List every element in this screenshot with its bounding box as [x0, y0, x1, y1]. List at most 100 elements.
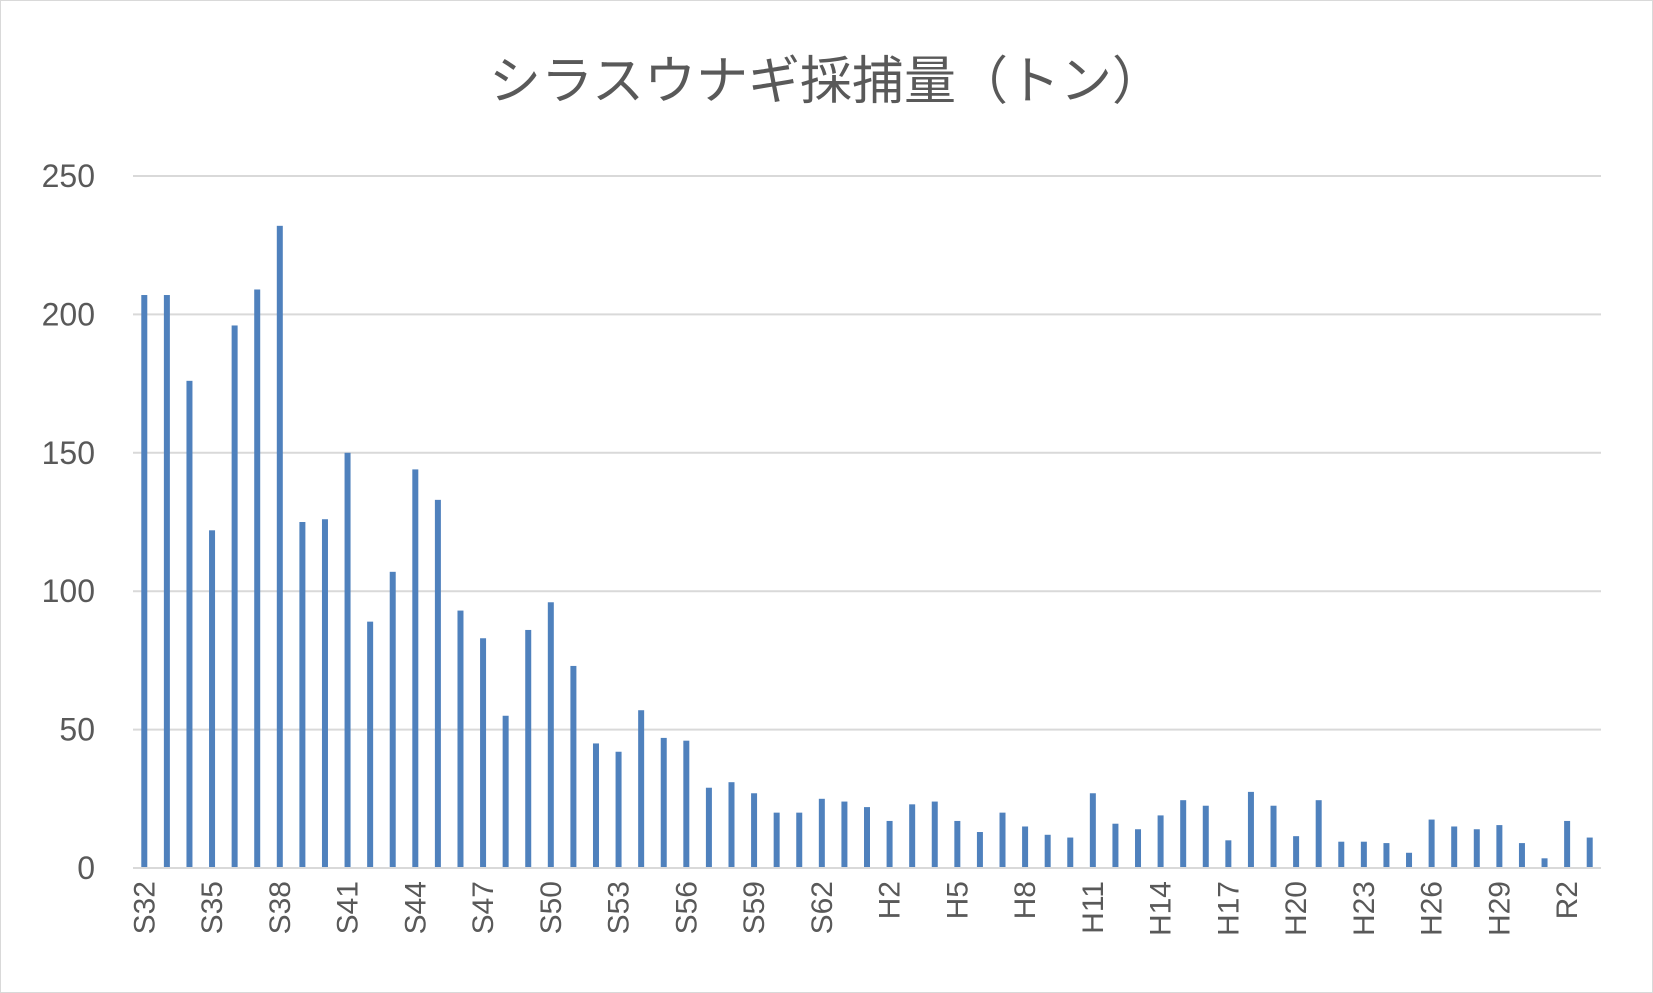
x-tick-label: H17 [1212, 881, 1245, 936]
bar-S39 [299, 522, 306, 868]
bar-S47 [480, 638, 487, 868]
bar-S60 [773, 812, 780, 868]
bar-H14 [1157, 815, 1164, 868]
bar-H2 [886, 820, 893, 868]
bar-S50 [547, 602, 554, 868]
x-tick-label: H26 [1416, 881, 1449, 936]
bar-R1 [1541, 858, 1548, 868]
bar-H30 [1518, 843, 1525, 868]
bar-S55 [660, 737, 667, 868]
y-tick-label: 0 [77, 850, 95, 886]
x-tick-label: S38 [264, 881, 297, 934]
bar-S56 [683, 740, 690, 868]
x-tick-label: H11 [1077, 881, 1110, 934]
x-tick-label: S41 [332, 881, 365, 934]
bar-S46 [457, 610, 464, 868]
bar-H19 [1270, 805, 1277, 868]
bar-S58 [728, 782, 735, 868]
y-tick-label: 200 [42, 296, 95, 332]
bar-H8 [1022, 826, 1029, 868]
bar-S52 [592, 743, 599, 868]
x-tick-label: H20 [1280, 881, 1313, 936]
bar-H21 [1315, 800, 1322, 868]
bar-S38 [276, 225, 283, 869]
bar-S35 [209, 530, 216, 868]
bar-S49 [525, 629, 532, 868]
x-tick-label: S44 [399, 881, 432, 934]
x-tick-label: S59 [738, 881, 771, 934]
x-tick-label: S56 [670, 881, 703, 934]
bar-H15 [1180, 800, 1187, 868]
x-tick-label: S50 [535, 881, 568, 934]
bar-H20 [1293, 836, 1300, 868]
bar-H17 [1225, 840, 1232, 868]
bar-S53 [615, 751, 622, 868]
bar-H22 [1338, 841, 1345, 868]
x-tick-label: H5 [941, 881, 974, 919]
chart-title: シラスウナギ採捕量（トン） [489, 52, 1164, 112]
x-tick-label: H2 [874, 881, 907, 919]
x-tick-label: R2 [1551, 881, 1584, 919]
x-tick-label: H8 [1009, 881, 1042, 919]
y-tick-label: 250 [42, 158, 95, 194]
bar-R3 [1586, 837, 1593, 868]
x-tick-label: S62 [806, 881, 839, 934]
y-tick-label: 150 [42, 435, 95, 471]
bar-S36 [231, 325, 238, 868]
x-tick-label: S35 [196, 881, 229, 934]
bar-H16 [1202, 805, 1209, 868]
bar-H11 [1089, 793, 1096, 868]
bar-S37 [254, 289, 261, 868]
bar-H26 [1428, 819, 1435, 868]
bar-H13 [1135, 829, 1142, 868]
bar-S40 [321, 519, 328, 868]
bar-S62 [818, 798, 825, 868]
bar-H9 [1044, 834, 1051, 868]
bar-H4 [931, 801, 938, 868]
bar-R2 [1564, 820, 1571, 868]
x-tick-label: H23 [1348, 881, 1381, 936]
bar-S63 [841, 801, 848, 868]
bar-H1 [864, 807, 870, 868]
bar-S59 [751, 793, 758, 868]
bars [141, 225, 1593, 869]
bar-H28 [1473, 829, 1480, 868]
bar-S45 [434, 499, 441, 868]
x-tick-label: S47 [467, 881, 500, 934]
x-axis-ticks: S32 S35 S38 S41 S44 S47 S50 S53 S56 S59 S62 H2 H5 H8 H… [128, 881, 1584, 936]
bar-H18 [1247, 791, 1254, 868]
bar-H23 [1360, 841, 1367, 868]
bar-H10 [1067, 837, 1074, 868]
bar-S43 [389, 571, 396, 868]
bar-H25 [1406, 852, 1413, 868]
x-tick-label: S32 [128, 881, 161, 934]
y-axis-ticks: 0 50 100 150 200 250 [42, 158, 95, 886]
bar-S41 [344, 452, 351, 868]
gridlines [133, 175, 1601, 731]
bar-S32 [141, 295, 148, 868]
y-tick-label: 50 [59, 712, 95, 748]
bar-S61 [796, 812, 803, 868]
x-tick-label: H14 [1145, 881, 1178, 936]
y-tick-label: 100 [42, 573, 95, 609]
bar-S57 [705, 787, 712, 868]
bar-H3 [909, 804, 916, 868]
bar-H7 [999, 812, 1006, 868]
bar-S34 [186, 380, 193, 868]
bar-S54 [638, 710, 645, 868]
x-tick-label: H29 [1483, 881, 1516, 936]
bar-H29 [1496, 825, 1503, 868]
bar-S44 [412, 469, 419, 868]
bar-S42 [367, 621, 374, 868]
bar-H6 [976, 832, 983, 868]
bar-S33 [163, 295, 170, 868]
bar-S48 [502, 715, 509, 868]
bar-S51 [570, 665, 577, 868]
bar-H27 [1451, 826, 1458, 868]
bar-H24 [1383, 843, 1390, 868]
bar-H5 [954, 820, 961, 868]
x-tick-label: S53 [603, 881, 636, 934]
bar-H12 [1112, 823, 1119, 868]
